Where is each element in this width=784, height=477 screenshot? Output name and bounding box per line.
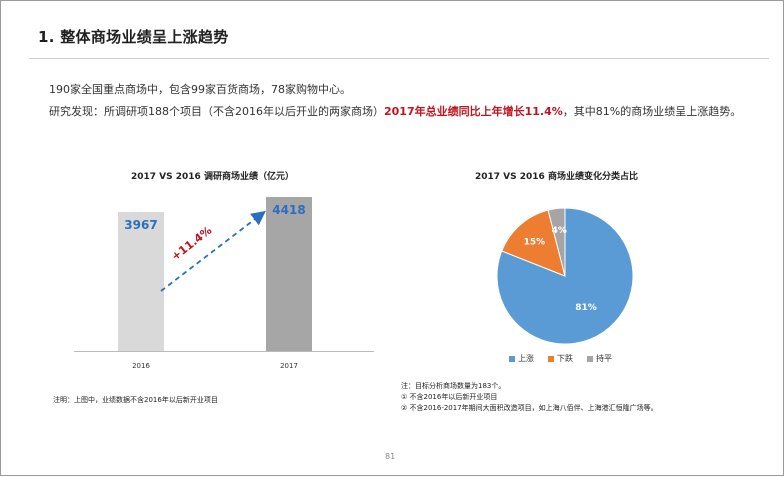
pie-note-1: 注：目标分析商场数量为183个。 <box>401 382 506 390</box>
legend-label-flat: 持平 <box>596 354 612 363</box>
bar-chart-note: 注明：上图中，业绩数据不含2016年以后新开业项目 <box>53 396 218 404</box>
finding-text-start: 研究发现：所调研项188个项目（不含2016年以后开业的两家商场） <box>49 105 384 118</box>
bar-value-label-2017: 4418 <box>272 202 306 217</box>
legend-label-up: 上涨 <box>518 354 534 363</box>
pie-note-2: ① 不含2016年以后新开业项目 <box>401 393 498 401</box>
pie-value-label-2: 4% <box>552 226 567 236</box>
bar-tick-label-2017: 2017 <box>280 362 298 370</box>
pie-chart-notes: 注：目标分析商场数量为183个。 ① 不含2016年以后新开业项目 ② 不含20… <box>401 381 658 414</box>
pie-note-3: ② 不含2016-2017年期间大面积改造项目，如上海八佰伴、上海港汇恒隆广场等… <box>401 404 658 412</box>
bar-2017 <box>266 196 312 351</box>
page-number: 81 <box>385 452 396 461</box>
legend-swatch-up <box>509 355 515 362</box>
bar-chart-axis <box>74 351 374 352</box>
legend-item-flat: 持平 <box>587 353 612 364</box>
bar-chart-title: 2017 VS 2016 调研商场业绩（亿元） <box>131 172 294 182</box>
pie-chart-title: 2017 VS 2016 商场业绩变化分类占比 <box>475 172 638 182</box>
pie-chart: 81% 15% 4% <box>496 207 634 345</box>
title-divider <box>29 58 769 59</box>
finding-text-end: ，其中81%的商场业绩呈上涨趋势。 <box>562 105 742 118</box>
legend-label-down: 下跌 <box>557 354 573 363</box>
pie-value-label-1: 15% <box>524 237 546 247</box>
pie-slice-0 <box>496 207 634 345</box>
finding-highlight: 2017年总业绩同比上年增长11.4% <box>384 105 563 118</box>
pie-legend: 上涨 下跌 持平 <box>509 353 612 364</box>
legend-swatch-down <box>548 355 554 362</box>
legend-swatch-flat <box>587 355 593 362</box>
bar-2016 <box>118 212 164 351</box>
legend-item-down: 下跌 <box>548 353 573 364</box>
pie-slice-2 <box>547 207 566 277</box>
bar-tick-label-2016: 2016 <box>132 362 150 370</box>
pie-slice-1 <box>501 209 566 277</box>
page-title: 1. 整体商场业绩呈上涨趋势 <box>38 28 229 46</box>
bar-value-label-2016: 3967 <box>124 218 158 233</box>
intro-paragraph: 190家全国重点商场中，包含99家百货商场，78家购物中心。 <box>49 83 351 96</box>
pie-value-label-0: 81% <box>575 303 597 313</box>
finding-paragraph: 研究发现：所调研项188个项目（不含2016年以后开业的两家商场）2017年总业… <box>49 103 759 120</box>
legend-item-up: 上涨 <box>509 353 534 364</box>
